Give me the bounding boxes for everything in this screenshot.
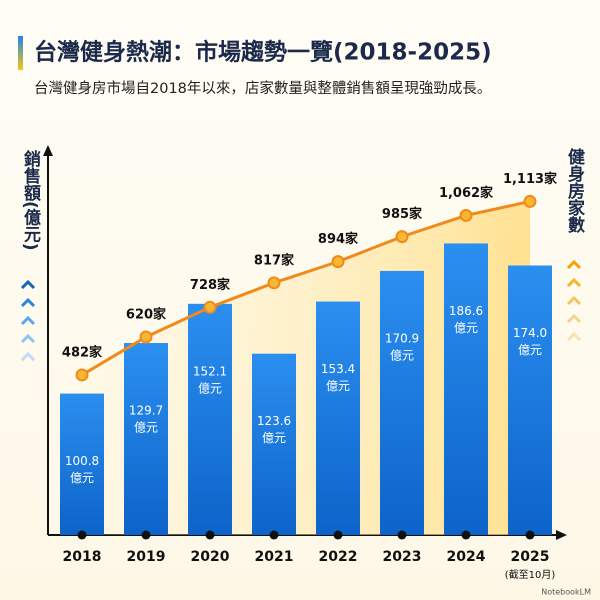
bar-value-label: 100.8 xyxy=(65,454,99,468)
line-value-label: 1,062家 xyxy=(439,185,494,201)
axis-dot xyxy=(269,530,279,540)
axis-dot xyxy=(525,530,535,540)
y-axis-label: 銷售額(億元) xyxy=(20,149,42,251)
bar xyxy=(60,393,104,535)
x-tick-label: 2021 xyxy=(255,549,294,565)
title-accent xyxy=(18,36,23,70)
x-tick-label: 2023 xyxy=(383,549,422,565)
axis-dot xyxy=(141,530,151,540)
bar-value-unit: 億元 xyxy=(390,348,414,362)
bar-value-label: 186.6 xyxy=(449,304,483,318)
bar xyxy=(508,265,552,535)
line-point xyxy=(139,330,153,344)
axis-dot xyxy=(333,530,343,540)
x-tick-label: 2024 xyxy=(447,549,486,565)
bar xyxy=(380,270,424,535)
x-axis-arrow xyxy=(556,530,567,540)
line-value-label: 620家 xyxy=(126,307,167,323)
y2-axis-label: 健身房家數 xyxy=(564,147,585,234)
bar-value-label: 170.9 xyxy=(385,331,419,345)
line-value-label: 985家 xyxy=(382,206,423,222)
x-tick-label: 2022 xyxy=(319,549,358,565)
x-tick-label: 2018 xyxy=(63,549,102,565)
axis-dot xyxy=(205,530,215,540)
y-axis-arrow xyxy=(43,145,53,156)
line-value-label: 894家 xyxy=(318,231,359,247)
line-point xyxy=(75,368,89,382)
bar-value-label: 123.6 xyxy=(257,414,291,428)
category-note: (截至10月) xyxy=(505,568,556,581)
line-value-label: 482家 xyxy=(62,344,103,360)
bar xyxy=(124,343,168,535)
bar-value-unit: 億元 xyxy=(70,471,94,485)
bar-value-unit: 億元 xyxy=(198,381,222,395)
bar-value-label: 152.1 xyxy=(193,364,227,378)
bar-value-label: 129.7 xyxy=(129,404,163,418)
axis-dot xyxy=(397,530,407,540)
axis-dot xyxy=(461,530,471,540)
bar-value-unit: 億元 xyxy=(134,421,158,435)
chart-subtitle: 台灣健身房市場自2018年以來，店家數量與整體銷售額呈現強勁成長。 xyxy=(34,80,491,97)
line xyxy=(81,199,531,377)
footer: NotebookLM xyxy=(541,588,591,597)
axis-dot xyxy=(77,530,87,540)
line-value-label: 728家 xyxy=(190,277,231,293)
line-point xyxy=(331,255,345,269)
left-chevrons xyxy=(20,279,36,362)
line-point xyxy=(203,300,217,314)
bar xyxy=(252,353,296,535)
bar xyxy=(316,301,360,535)
line-point xyxy=(459,208,473,222)
bar-value-unit: 億元 xyxy=(262,431,286,445)
bar xyxy=(188,303,232,535)
x-tick-label: 2019 xyxy=(127,549,166,565)
line-point xyxy=(395,230,409,244)
line-point xyxy=(523,194,537,208)
bar xyxy=(444,243,488,535)
bar-value-unit: 億元 xyxy=(326,379,350,393)
bar-value-unit: 億元 xyxy=(454,321,478,335)
bar-value-label: 174.0 xyxy=(513,326,547,340)
line-value-label: 1,113家 xyxy=(503,171,558,187)
bar-value-unit: 億元 xyxy=(518,343,542,357)
bar-value-label: 153.4 xyxy=(321,362,355,376)
line-value-label: 817家 xyxy=(254,252,295,268)
x-tick-label: 2025 xyxy=(511,549,550,565)
chart-title: 台灣健身熱潮：市場趨勢一覽(2018-2025) xyxy=(34,39,492,66)
right-chevrons xyxy=(566,259,582,342)
plot: 100.8 億元 129.7 億元 152.1 億元 123.6 億元 153.4 億元 170.9… xyxy=(60,171,558,581)
line-point xyxy=(267,276,281,290)
x-tick-label: 2020 xyxy=(191,549,230,565)
